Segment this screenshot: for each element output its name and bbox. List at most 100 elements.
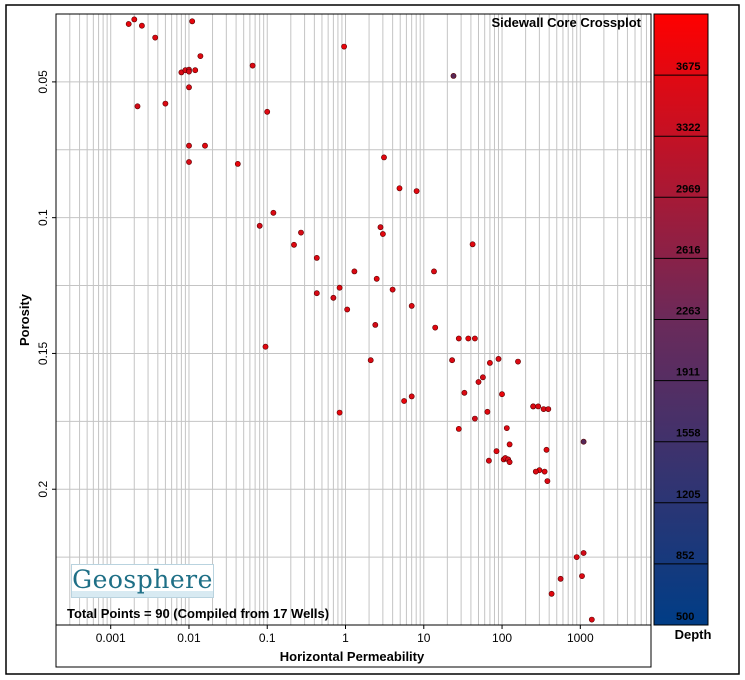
data-point bbox=[298, 229, 304, 236]
colorbar-tick-label: 2263 bbox=[676, 306, 700, 318]
data-point bbox=[270, 209, 277, 216]
y-tick-label: 0.1 bbox=[36, 209, 50, 226]
data-point bbox=[544, 478, 551, 484]
x-axis-ticks: 0.001 0.01 0.1 1 10 100 1000 bbox=[96, 625, 594, 645]
data-point bbox=[543, 446, 550, 453]
data-point bbox=[471, 335, 478, 342]
data-point bbox=[189, 18, 196, 25]
data-point bbox=[372, 321, 379, 328]
data-point bbox=[461, 389, 468, 396]
data-point bbox=[262, 343, 269, 350]
data-point bbox=[351, 268, 358, 275]
data-point bbox=[264, 108, 271, 115]
x-tick-label: 0.1 bbox=[259, 631, 276, 645]
data-point bbox=[396, 185, 403, 192]
outer-frame bbox=[5, 4, 740, 675]
data-point bbox=[573, 554, 580, 560]
x-axis-title: Horizontal Permeability bbox=[280, 649, 425, 664]
data-point bbox=[408, 302, 415, 309]
data-point bbox=[450, 73, 457, 79]
data-point bbox=[197, 53, 204, 59]
data-point bbox=[580, 550, 587, 556]
colorbar-tick-label: 500 bbox=[676, 611, 694, 623]
colorbar-tick-label: 2969 bbox=[676, 183, 700, 195]
data-point bbox=[234, 160, 241, 167]
data-point bbox=[162, 100, 169, 107]
data-point bbox=[313, 290, 320, 297]
x-tick-label: 0.001 bbox=[96, 631, 126, 645]
data-point bbox=[186, 142, 192, 149]
data-point bbox=[192, 67, 199, 74]
x-tick-label: 0.01 bbox=[177, 631, 201, 645]
data-point bbox=[530, 403, 537, 410]
depth-colorbar: 500 852 1205 1558 1911 2263 2616 2969 3322 3675 bbox=[653, 13, 709, 626]
data-point bbox=[381, 154, 387, 161]
data-point bbox=[506, 441, 513, 448]
data-point bbox=[344, 306, 351, 313]
total-points-label: Total Points = 90 (Compiled from 17 Well… bbox=[67, 606, 330, 621]
data-point bbox=[545, 406, 552, 412]
chart-title: Sidewall Core Crossplot bbox=[491, 15, 641, 30]
data-point bbox=[486, 359, 493, 366]
data-point bbox=[389, 286, 396, 293]
data-point bbox=[588, 616, 595, 623]
data-point bbox=[455, 335, 462, 342]
colorbar-tick-label: 3675 bbox=[676, 61, 700, 73]
y-tick-label: 0.15 bbox=[36, 341, 50, 365]
y-axis-ticks: 0.05 0.1 0.15 0.2 bbox=[36, 70, 56, 498]
data-point bbox=[465, 335, 472, 342]
colorbar-tick-label: 1911 bbox=[676, 367, 700, 379]
data-point bbox=[341, 43, 347, 50]
data-point bbox=[125, 21, 132, 27]
data-point bbox=[557, 575, 564, 582]
data-point bbox=[186, 159, 192, 165]
colorbar-title: Depth bbox=[675, 627, 712, 642]
data-point bbox=[379, 231, 386, 237]
colorbar-tick-label: 852 bbox=[676, 550, 694, 562]
data-point bbox=[186, 68, 192, 75]
colorbar-tick-label: 2616 bbox=[676, 244, 700, 256]
data-point bbox=[138, 22, 145, 29]
data-point bbox=[493, 448, 500, 455]
data-point bbox=[330, 294, 337, 301]
data-point bbox=[256, 222, 263, 229]
data-points bbox=[125, 16, 595, 623]
data-point bbox=[579, 573, 585, 579]
data-point bbox=[202, 142, 208, 149]
data-point bbox=[249, 62, 256, 69]
data-point bbox=[401, 398, 407, 404]
data-point bbox=[449, 357, 455, 364]
data-point bbox=[152, 34, 159, 41]
colorbar-tick-label: 1205 bbox=[676, 489, 700, 501]
x-tick-label: 100 bbox=[492, 631, 512, 645]
y-tick-label: 0.2 bbox=[36, 481, 50, 498]
data-point bbox=[377, 224, 384, 231]
data-point bbox=[186, 84, 192, 91]
data-point bbox=[131, 16, 138, 23]
data-point bbox=[413, 188, 420, 194]
data-point bbox=[408, 393, 415, 400]
data-point bbox=[367, 357, 374, 364]
data-point bbox=[485, 457, 492, 464]
data-point bbox=[455, 425, 462, 432]
data-point bbox=[475, 379, 482, 385]
x-axis-frame bbox=[55, 624, 652, 668]
y-axis-title: Porosity bbox=[17, 293, 32, 346]
data-point bbox=[515, 358, 521, 365]
x-tick-label: 1000 bbox=[567, 631, 594, 645]
colorbar-tick-label: 3322 bbox=[676, 122, 700, 134]
data-point bbox=[313, 254, 320, 261]
data-point bbox=[548, 590, 555, 597]
colorbar-tick-label: 1558 bbox=[676, 428, 700, 440]
data-point bbox=[431, 268, 437, 275]
data-point bbox=[432, 324, 439, 331]
geosphere-logo: Geosphere bbox=[71, 564, 214, 598]
data-point bbox=[291, 241, 297, 248]
data-point bbox=[535, 403, 542, 410]
data-point bbox=[503, 425, 510, 431]
y-tick-label: 0.05 bbox=[36, 70, 50, 94]
data-point bbox=[469, 241, 476, 248]
x-tick-label: 1 bbox=[342, 631, 349, 645]
data-point bbox=[541, 468, 548, 475]
data-point bbox=[373, 275, 380, 282]
